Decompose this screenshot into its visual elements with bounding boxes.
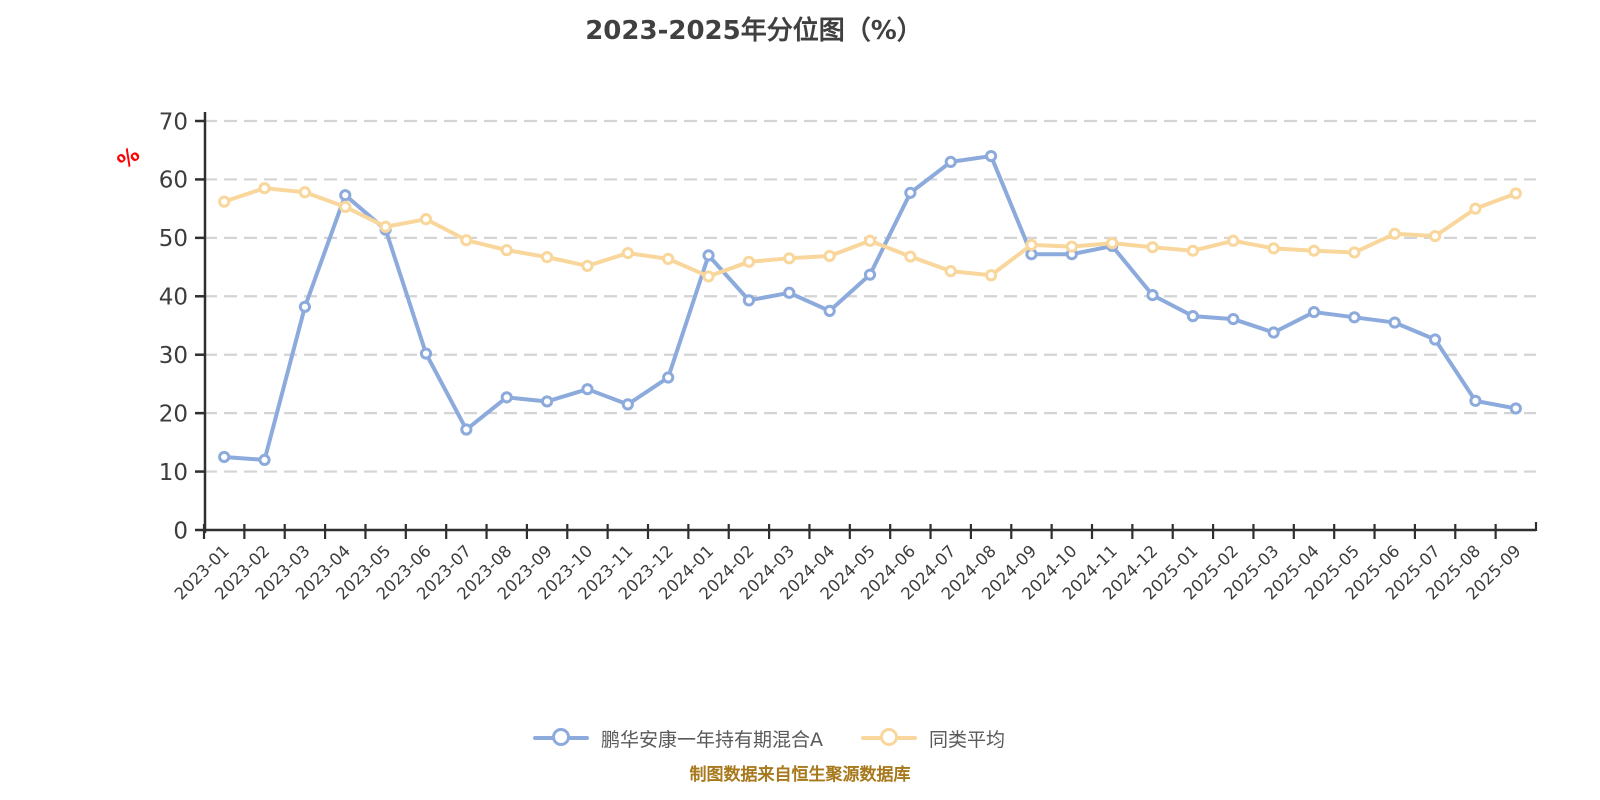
data-point-s0-2024-02 <box>742 294 756 307</box>
data-point-s0-2023-09 <box>540 395 554 408</box>
data-point-s1-2025-01 <box>1186 244 1200 257</box>
data-point-s1-2024-12 <box>1146 241 1159 254</box>
data-point-s1-2024-10 <box>1065 240 1078 253</box>
data-point-s0-2024-03 <box>783 286 796 299</box>
data-point-s1-2025-05 <box>1348 246 1361 259</box>
y-tick-label-50: 50 <box>159 226 188 252</box>
legend-label-peer: 同类平均 <box>929 728 1006 751</box>
data-point-s0-2023-03 <box>298 300 312 313</box>
data-point-s0-2023-02 <box>258 453 271 466</box>
data-point-s1-2025-07 <box>1428 230 1442 243</box>
data-point-s1-2023-04 <box>339 200 352 213</box>
legend: 鹏华安康一年持有期混合A 同类平均 <box>533 722 1005 754</box>
data-point-s1-2024-05 <box>863 234 877 247</box>
data-point-s0-2023-01 <box>218 450 231 464</box>
data-point-s0-2025-09 <box>1509 402 1522 415</box>
data-point-s1-2023-09 <box>540 251 554 264</box>
data-point-s1-2024-06 <box>904 250 917 263</box>
data-point-s0-2025-05 <box>1348 311 1361 324</box>
data-point-s0-2023-04 <box>339 189 352 202</box>
data-point-s1-2023-06 <box>419 213 433 226</box>
data-point-s1-2025-04 <box>1307 244 1321 257</box>
data-point-s1-2023-12 <box>662 252 675 265</box>
data-point-s1-2023-05 <box>379 220 392 233</box>
data-point-s0-2023-08 <box>500 391 513 404</box>
data-point-s0-2025-03 <box>1267 326 1280 339</box>
data-point-s0-2023-10 <box>581 383 594 396</box>
data-point-s1-2023-03 <box>298 186 312 199</box>
data-point-s1-2023-07 <box>460 234 473 247</box>
data-point-s0-2025-07 <box>1428 333 1442 346</box>
data-point-s1-2024-02 <box>742 255 756 268</box>
data-point-s1-2023-11 <box>621 246 634 260</box>
y-tick-label-10: 10 <box>159 460 188 486</box>
data-point-s0-2023-12 <box>662 371 675 384</box>
peer-series-marker-icon <box>861 728 917 748</box>
data-point-s0-2025-04 <box>1307 305 1321 319</box>
data-point-s0-2025-01 <box>1186 310 1200 323</box>
data-point-s1-2024-07 <box>944 265 957 278</box>
data-point-s0-2025-06 <box>1388 316 1401 329</box>
data-point-s0-2024-08 <box>984 149 998 163</box>
fund-series-marker-icon <box>533 728 589 748</box>
data-point-s0-2024-05 <box>863 268 877 281</box>
data-point-s0-2024-12 <box>1146 289 1159 302</box>
y-tick-label-30: 30 <box>159 343 188 369</box>
data-point-s1-2023-02 <box>258 182 271 195</box>
data-point-s0-2023-06 <box>419 347 433 360</box>
y-tick-label-40: 40 <box>159 285 188 311</box>
footer-note: 制图数据来自恒生聚源数据库 <box>689 765 911 785</box>
legend-item-fund[interactable]: 鹏华安康一年持有期混合A <box>533 725 823 752</box>
chart-title: 2023-2025年分位图（%） <box>585 16 923 46</box>
data-point-s1-2024-01 <box>702 270 715 283</box>
data-point-s0-2025-02 <box>1227 312 1240 326</box>
data-point-s0-2024-06 <box>904 186 917 199</box>
data-point-s1-2024-09 <box>1025 238 1038 251</box>
data-point-s1-2024-08 <box>984 269 998 282</box>
series-line-1 <box>222 186 1518 279</box>
data-point-s1-2025-02 <box>1227 234 1240 247</box>
data-point-s1-2025-08 <box>1469 202 1482 215</box>
data-point-s0-2023-11 <box>621 398 634 411</box>
data-point-s0-2024-04 <box>823 304 836 317</box>
data-point-s0-2023-07 <box>460 423 473 436</box>
legend-item-peer[interactable]: 同类平均 <box>861 725 1005 752</box>
data-point-s1-2023-08 <box>500 244 513 257</box>
data-point-s1-2024-04 <box>823 249 836 263</box>
data-point-s0-2024-07 <box>944 155 957 168</box>
data-point-s1-2023-10 <box>581 259 594 273</box>
legend-label-fund: 鹏华安康一年持有期混合A <box>601 728 823 751</box>
data-point-s1-2025-06 <box>1388 227 1401 240</box>
data-point-s1-2024-11 <box>1106 237 1119 250</box>
data-point-s1-2025-03 <box>1267 242 1280 255</box>
data-point-s1-2025-09 <box>1509 187 1522 200</box>
y-tick-label-70: 70 <box>159 109 188 135</box>
data-point-s1-2023-01 <box>218 195 231 208</box>
y-tick-label-60: 60 <box>159 168 188 194</box>
data-point-s0-2025-08 <box>1469 394 1482 407</box>
y-tick-label-0: 0 <box>173 518 188 544</box>
plot-area: 0102030405060702023-012023-022023-032023… <box>159 109 1538 604</box>
data-point-s0-2024-09 <box>1025 248 1038 261</box>
data-point-s1-2024-03 <box>783 252 796 265</box>
data-point-s0-2024-01 <box>702 249 715 262</box>
y-tick-label-20: 20 <box>159 401 188 427</box>
series-line-0 <box>222 154 1518 462</box>
